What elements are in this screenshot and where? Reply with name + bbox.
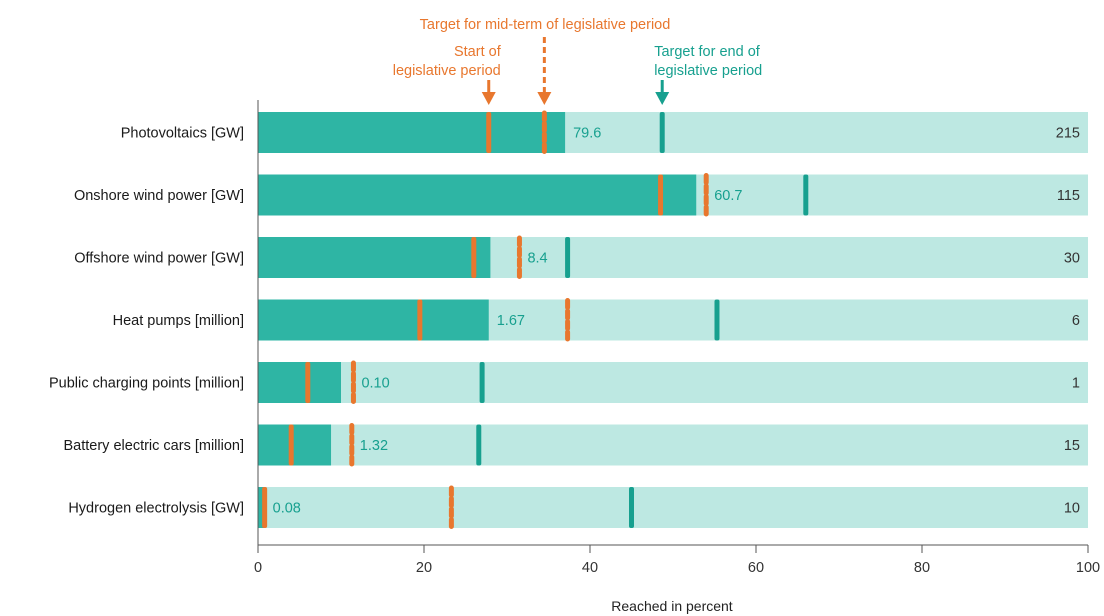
start-marker [262, 487, 268, 528]
category-label: Hydrogen electrolysis [GW] [68, 501, 244, 517]
annotation-start-line2: legislative period [393, 63, 501, 79]
midterm-arrow-head [537, 92, 552, 105]
x-tick-label: 20 [416, 560, 432, 576]
annotation-end-line2: legislative period [654, 63, 762, 79]
end-marker [476, 424, 482, 466]
target-value-label: 15 [1064, 438, 1080, 454]
target-value-label: 215 [1056, 126, 1080, 142]
end-marker [714, 299, 720, 341]
category-label: Onshore wind power [GW] [74, 188, 244, 204]
reached-bar [258, 424, 332, 466]
reached-value-label: 8.4 [527, 251, 547, 267]
end-marker [659, 112, 665, 153]
reached-value-label: 79.6 [573, 126, 601, 142]
end-marker [629, 487, 634, 528]
remaining-bar [258, 362, 1088, 403]
category-label: Battery electric cars [million] [64, 438, 245, 454]
x-axis-title: Reached in percent [611, 598, 733, 614]
reached-bar [258, 299, 489, 341]
category-label: Public charging points [million] [49, 376, 244, 392]
remaining-bar [258, 424, 1088, 466]
end-marker [565, 237, 571, 278]
reached-bar [258, 362, 341, 403]
target-value-label: 1 [1072, 376, 1080, 392]
target-value-label: 115 [1057, 188, 1080, 204]
bars-layer: Photovoltaics [GW] 215 Onshore wind power … [49, 112, 1088, 528]
x-tick-label: 0 [254, 560, 262, 576]
x-tick-label: 60 [748, 560, 764, 576]
annotation-start-line1: Start of [454, 44, 502, 60]
remaining-bar [258, 487, 1088, 528]
x-tick-label: 100 [1076, 560, 1100, 576]
annotation-midterm: Target for mid-term of legislative perio… [420, 17, 671, 33]
reached-value-label: 1.67 [497, 313, 525, 329]
reached-value-label: 0.10 [361, 376, 389, 392]
target-value-label: 10 [1064, 501, 1080, 517]
start-arrow-head [481, 92, 496, 105]
reached-bar [258, 174, 697, 216]
reached-bar [258, 112, 566, 153]
end-marker [479, 362, 485, 403]
start-marker [471, 237, 477, 278]
target-value-label: 30 [1064, 251, 1080, 267]
markers-layer: 79.6 60.7 8.4 1.67 0.10 1.32 0.08 [262, 110, 809, 530]
category-label: Heat pumps [million] [113, 313, 244, 329]
reached-bar [258, 487, 265, 528]
start-marker [486, 112, 492, 153]
category-label: Photovoltaics [GW] [121, 126, 244, 142]
start-marker [305, 362, 311, 403]
target-value-label: 6 [1072, 313, 1080, 329]
reached-bar [258, 237, 491, 278]
start-marker [288, 424, 294, 466]
category-label: Offshore wind power [GW] [74, 251, 244, 267]
start-marker [658, 174, 664, 216]
x-axis: 0 20 40 60 80 100 [254, 100, 1100, 576]
x-tick-label: 40 [582, 560, 598, 576]
end-marker [803, 174, 809, 216]
reached-value-label: 0.08 [273, 501, 301, 517]
start-marker [417, 299, 423, 341]
x-tick-label: 80 [914, 560, 930, 576]
annotations-layer: Start of legislative period Target for mid… [393, 17, 762, 105]
reached-value-label: 1.32 [360, 438, 388, 454]
reached-value-label: 60.7 [714, 188, 742, 204]
end-arrow-head [655, 92, 670, 105]
annotation-end-line1: Target for end of [654, 44, 761, 60]
